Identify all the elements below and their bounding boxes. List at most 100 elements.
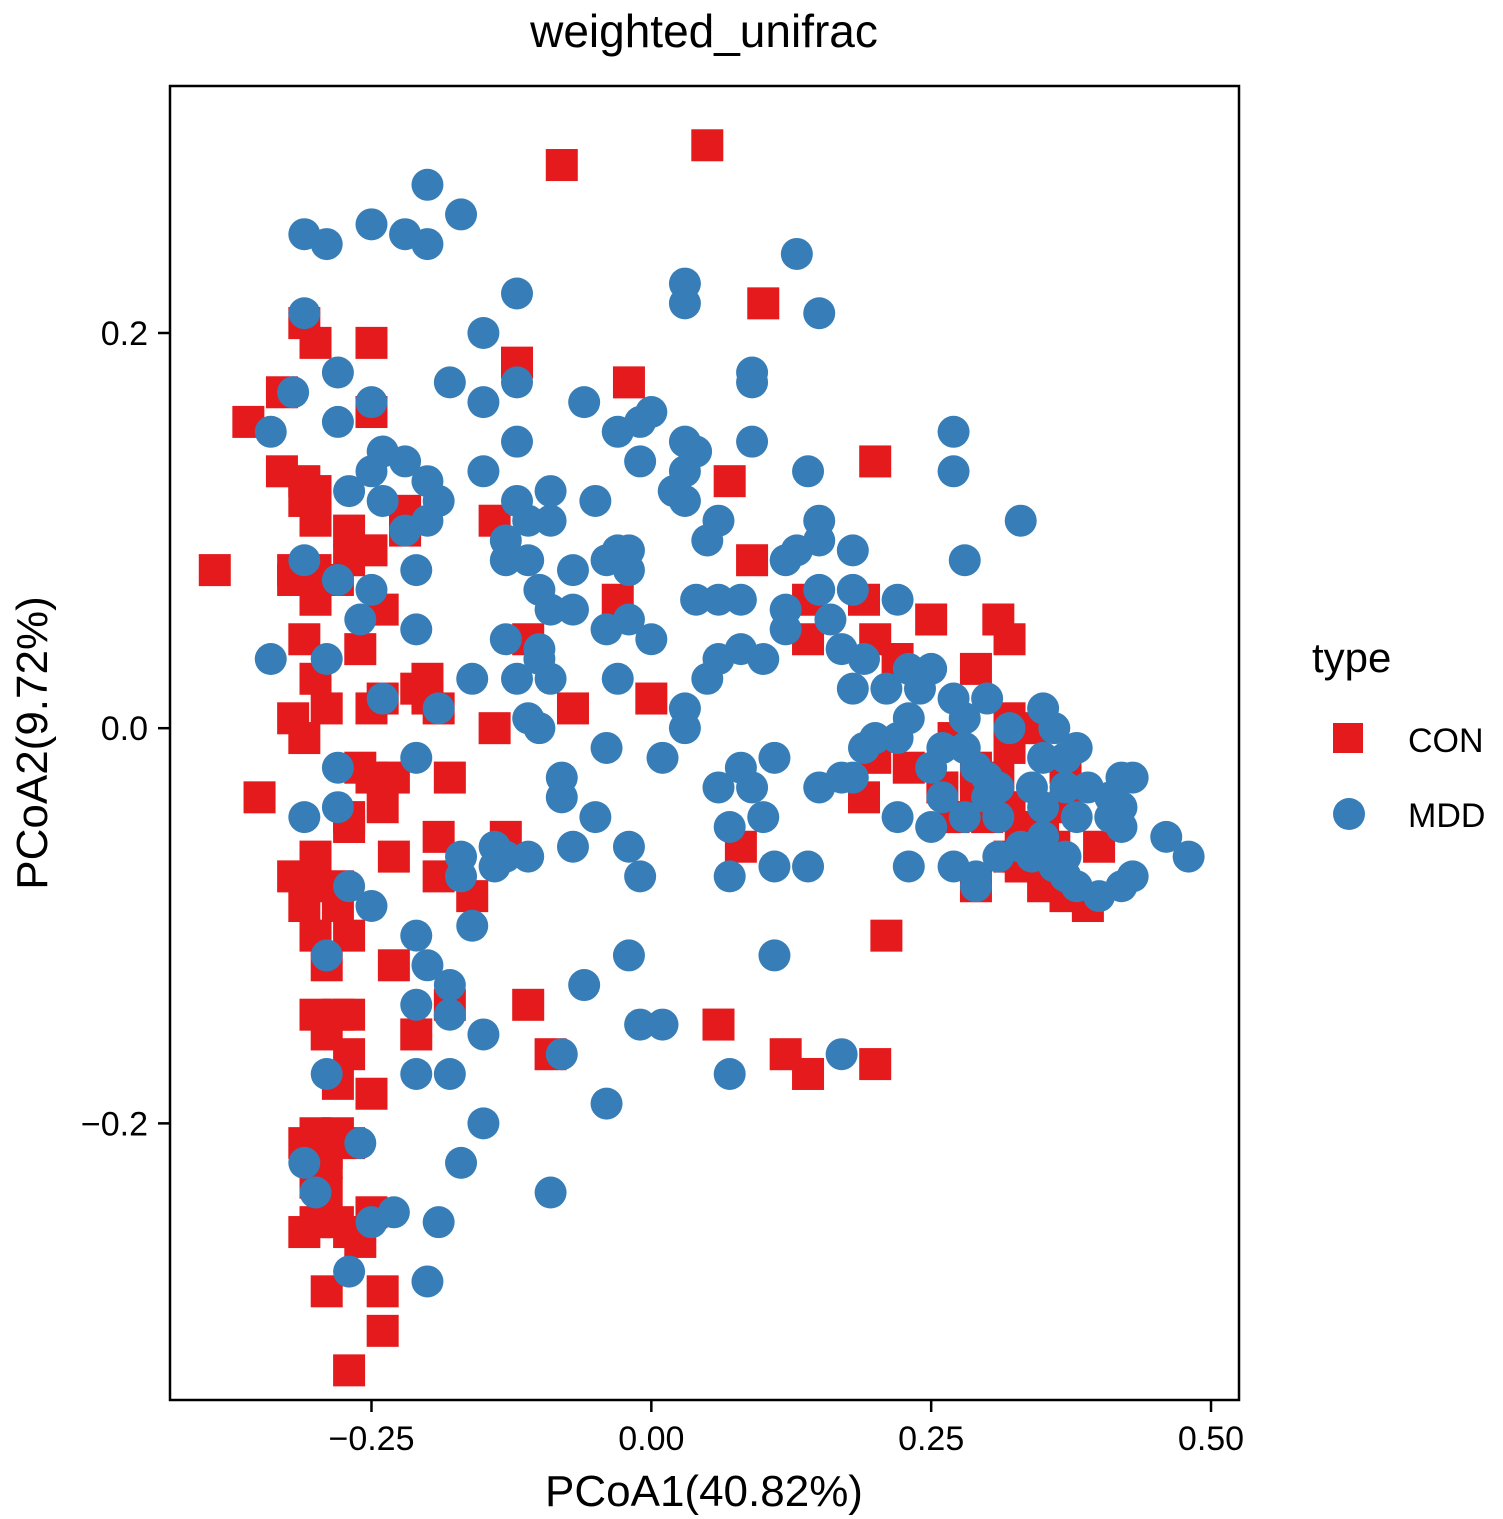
point-mdd-163 [747,801,780,834]
point-con-50 [635,682,668,715]
point-mdd-149 [736,771,769,804]
point-mdd-113 [971,682,1004,715]
point-mdd-219 [400,1057,433,1090]
point-con-15 [713,465,746,498]
point-mdd-3 [310,228,343,261]
point-mdd-110 [870,672,903,705]
point-con-110 [377,949,410,982]
x-axis: −0.25 0.00 0.25 0.50 [328,1400,1244,1458]
point-mdd-17 [736,366,769,399]
point-mdd-55 [512,504,545,537]
point-mdd-220 [433,1057,466,1090]
point-mdd-124 [668,712,701,745]
point-mdd-211 [433,998,466,1031]
point-con-99 [288,890,321,923]
point-con-135 [288,1216,321,1249]
point-mdd-15 [501,366,534,399]
point-mdd-144 [1116,761,1149,794]
point-mdd-6 [411,228,444,261]
point-mdd-123 [523,712,556,745]
point-mdd-221 [713,1057,746,1090]
point-mdd-153 [1049,771,1082,804]
point-mdd-64 [400,554,433,587]
point-mdd-215 [467,1018,500,1051]
point-mdd-162 [579,801,612,834]
point-mdd-104 [456,662,489,695]
point-mdd-47 [534,475,567,508]
point-mdd-22 [568,386,601,419]
point-mdd-217 [825,1038,858,1071]
x-tick-label-0: −0.25 [328,1420,414,1458]
point-mdd-166 [982,801,1015,834]
point-mdd-222 [590,1087,623,1120]
point-mdd-94 [310,643,343,676]
point-mdd-93 [254,643,287,676]
point-con-45 [959,652,992,685]
point-con-4 [299,326,332,359]
point-mdd-216 [545,1038,578,1071]
point-mdd-140 [915,751,948,784]
point-mdd-101 [848,643,881,676]
point-mdd-76 [534,593,567,626]
point-con-89 [377,840,410,873]
point-mdd-136 [1049,741,1082,774]
point-mdd-111 [903,672,936,705]
y-tick-label-2: 0.2 [101,315,148,353]
point-mdd-209 [433,969,466,1002]
point-mdd-201 [959,870,992,903]
y-axis-title: PCoA2(9.72%) [8,596,57,889]
x-tick-label-2: 0.25 [898,1420,964,1458]
point-con-1 [545,149,578,182]
point-mdd-232 [333,1255,366,1288]
point-mdd-74 [355,573,388,606]
point-mdd-56 [534,504,567,537]
point-mdd-213 [624,1008,657,1041]
point-con-139 [366,1275,399,1308]
point-mdd-30 [937,415,970,448]
point-mdd-208 [411,949,444,982]
point-mdd-116 [422,692,455,725]
point-mdd-42 [333,475,366,508]
point-mdd-43 [366,484,399,517]
point-mdd-181 [445,860,478,893]
point-mdd-84 [881,583,914,616]
legend-label-mdd: MDD [1408,797,1485,835]
point-mdd-85 [344,603,377,636]
point-mdd-72 [948,544,981,577]
legend-key-con-square [1333,723,1363,753]
point-mdd-122 [1038,712,1071,745]
point-mdd-131 [400,741,433,774]
point-mdd-9 [668,287,701,320]
point-mdd-133 [646,741,679,774]
point-con-5 [355,326,388,359]
point-mdd-37 [355,455,388,488]
point-mdd-170 [915,810,948,843]
point-mdd-25 [624,405,657,438]
point-mdd-169 [1105,810,1138,843]
point-mdd-148 [702,771,735,804]
legend-key-mdd-circle [1333,798,1365,830]
point-mdd-11 [803,297,836,330]
point-con-115 [512,988,545,1021]
point-con-123 [792,1057,825,1090]
point-mdd-73 [321,563,354,596]
point-mdd-227 [534,1176,567,1209]
point-mdd-121 [993,712,1026,745]
point-mdd-224 [288,1146,321,1179]
point-mdd-212 [568,969,601,1002]
point-con-2 [747,287,780,320]
point-mdd-19 [467,386,500,419]
point-mdd-176 [556,830,589,863]
legend: type CON MDD [1312,634,1485,835]
y-tick-label-0: −0.2 [81,1105,148,1143]
point-mdd-91 [769,613,802,646]
point-mdd-108 [691,662,724,695]
point-mdd-134 [758,741,791,774]
point-mdd-205 [310,939,343,972]
point-mdd-150 [803,771,836,804]
point-mdd-36 [937,455,970,488]
point-mdd-202 [1083,880,1116,913]
y-axis: −0.2 0.0 0.2 [81,315,170,1143]
point-con-117 [400,1018,433,1051]
